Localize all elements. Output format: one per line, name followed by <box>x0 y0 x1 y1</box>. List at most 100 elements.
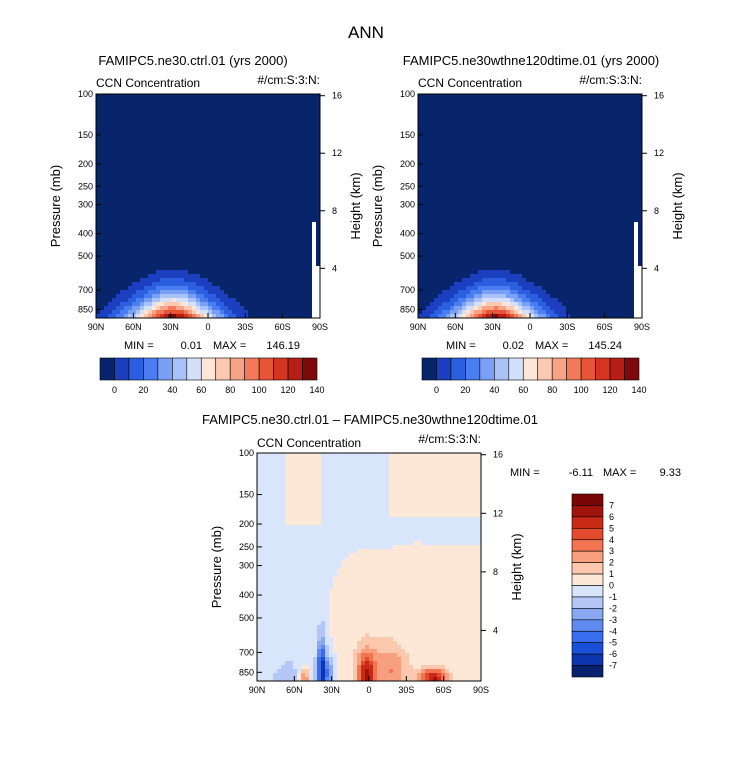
heatmap-cell <box>152 178 156 182</box>
heatmap-cell <box>112 174 116 178</box>
heatmap-cell <box>458 194 462 198</box>
heatmap-cell <box>264 274 268 278</box>
heatmap-cell <box>136 118 140 122</box>
heatmap-cell <box>614 182 618 186</box>
heatmap-cell <box>168 106 172 110</box>
heatmap-cell <box>462 186 466 190</box>
heatmap-cell <box>236 162 240 166</box>
heatmap-cell <box>244 198 248 202</box>
heatmap-cell <box>200 234 204 238</box>
heatmap-cell <box>112 186 116 190</box>
heatmap-cell <box>100 222 104 226</box>
heatmap-cell <box>466 114 470 118</box>
heatmap-cell <box>160 234 164 238</box>
heatmap-cell <box>116 122 120 126</box>
heatmap-cell <box>224 170 228 174</box>
heatmap-cell <box>438 170 442 174</box>
heatmap-cell <box>132 246 136 250</box>
heatmap-cell <box>546 158 550 162</box>
heatmap-cell <box>160 258 164 262</box>
heatmap-cell <box>284 166 288 170</box>
heatmap-cell <box>244 250 248 254</box>
heatmap-cell <box>502 158 506 162</box>
heatmap-cell <box>96 266 100 270</box>
heatmap-cell <box>482 94 486 98</box>
heatmap-cell <box>280 146 284 150</box>
heatmap-cell <box>610 210 614 214</box>
heatmap-cell <box>454 150 458 154</box>
heatmap-cell <box>272 122 276 126</box>
heatmap-cell <box>120 230 124 234</box>
heatmap-cell <box>176 166 180 170</box>
heatmap-cell <box>312 182 316 186</box>
heatmap-cell <box>606 126 610 130</box>
heatmap-cell <box>462 174 466 178</box>
heatmap-cell <box>486 110 490 114</box>
heatmap-cell <box>240 126 244 130</box>
heatmap-cell <box>140 254 144 258</box>
heatmap-cell <box>248 294 252 298</box>
heatmap-cell <box>240 114 244 118</box>
heatmap-cell <box>288 190 292 194</box>
heatmap-cell <box>272 162 276 166</box>
heatmap-cell <box>574 106 578 110</box>
heatmap-cell <box>498 110 502 114</box>
heatmap-cell <box>280 194 284 198</box>
heatmap-cell <box>236 294 240 298</box>
heatmap-cell <box>228 178 232 182</box>
heatmap-cell <box>618 190 622 194</box>
heatmap-cell <box>228 270 232 274</box>
heatmap-cell <box>192 310 196 314</box>
heatmap-cell <box>104 238 108 242</box>
heatmap-cell <box>204 134 208 138</box>
heatmap-cell <box>176 286 180 290</box>
heatmap-cell <box>474 146 478 150</box>
heatmap-cell <box>256 290 260 294</box>
heatmap-cell <box>100 274 104 278</box>
heatmap-cell <box>148 142 152 146</box>
heatmap-cell <box>506 170 510 174</box>
heatmap-cell <box>196 94 200 98</box>
heatmap-cell <box>280 270 284 274</box>
heatmap-cell <box>104 242 108 246</box>
heatmap-cell <box>498 182 502 186</box>
heatmap-cell <box>634 178 638 182</box>
heatmap-cell <box>562 218 566 222</box>
heatmap-cell <box>212 282 216 286</box>
heatmap-cell <box>454 118 458 122</box>
heatmap-cell <box>272 234 276 238</box>
heatmap-cell <box>614 178 618 182</box>
heatmap-cell <box>116 202 120 206</box>
heatmap-cell <box>260 198 264 202</box>
heatmap-cell <box>292 254 296 258</box>
heatmap-cell <box>116 138 120 142</box>
heatmap-cell <box>630 126 634 130</box>
heatmap-cell <box>296 210 300 214</box>
heatmap-cell <box>554 178 558 182</box>
heatmap-cell <box>304 182 308 186</box>
heatmap-cell <box>446 166 450 170</box>
heatmap-cell <box>522 178 526 182</box>
heatmap-cell <box>618 206 622 210</box>
heatmap-cell <box>132 94 136 98</box>
heatmap-cell <box>140 106 144 110</box>
heatmap-cell <box>120 154 124 158</box>
heatmap-cell <box>510 94 514 98</box>
heatmap-cell <box>96 106 100 110</box>
heatmap-cell <box>534 142 538 146</box>
heatmap-cell <box>160 302 164 306</box>
heatmap-cell <box>598 186 602 190</box>
heatmap-cell <box>180 134 184 138</box>
heatmap-cell <box>618 98 622 102</box>
heatmap-cell <box>284 110 288 114</box>
heatmap-cell <box>426 218 430 222</box>
heatmap-cell <box>466 126 470 130</box>
heatmap-cell <box>160 94 164 98</box>
heatmap-cell <box>116 166 120 170</box>
heatmap-cell <box>108 190 112 194</box>
heatmap-cell <box>260 202 264 206</box>
heatmap-cell <box>450 194 454 198</box>
heatmap-cell <box>160 310 164 314</box>
heatmap-cell <box>566 170 570 174</box>
heatmap-cell <box>196 146 200 150</box>
